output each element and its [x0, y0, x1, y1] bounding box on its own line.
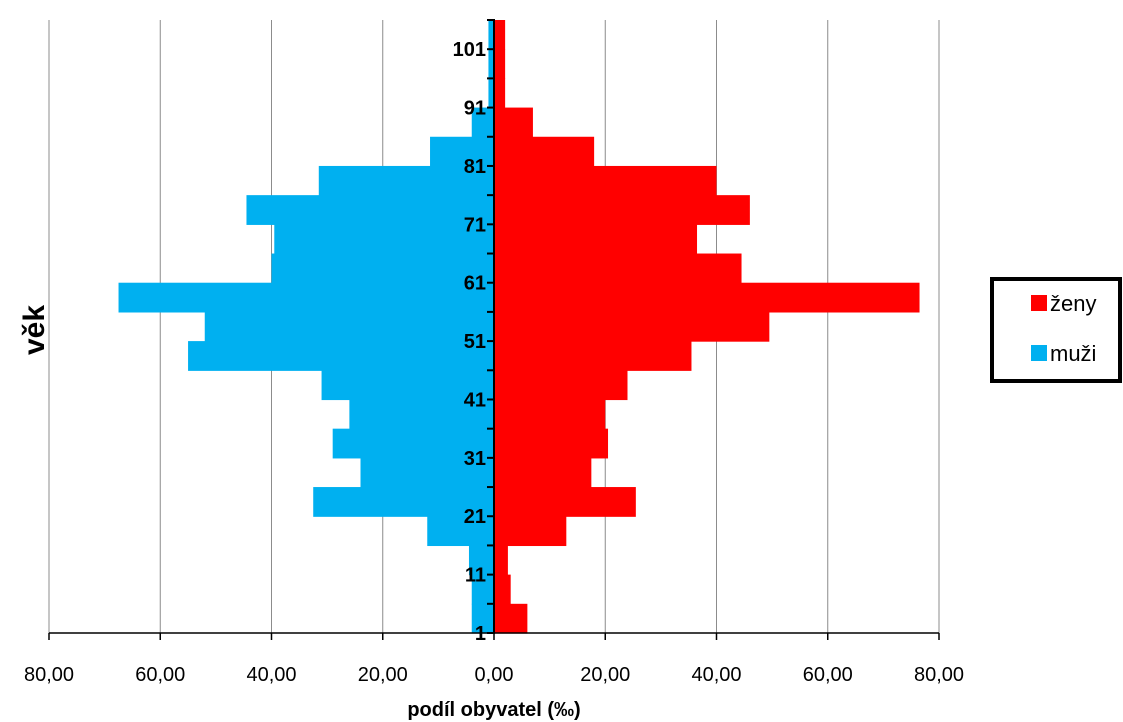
bar-zeny-101 [494, 20, 506, 50]
y-tick-label-11: 11 [465, 565, 486, 587]
y-tick-label-61: 61 [464, 273, 486, 295]
bar-muzi-76 [318, 165, 494, 196]
y-tick-label-101: 101 [453, 39, 486, 61]
bar-muzi-66 [274, 224, 494, 255]
bar-muzi-81 [430, 136, 494, 167]
bar-zeny-56 [494, 282, 920, 313]
x-axis-title: podíl obyvatel (‰) [407, 699, 580, 721]
x-tick-label-4: 0,00 [475, 664, 514, 686]
bar-zeny-11 [494, 545, 508, 576]
x-tick-label-3: 20,00 [358, 664, 408, 686]
bar-zeny-26 [494, 457, 592, 488]
x-tick-label-6: 40,00 [691, 664, 741, 686]
bar-muzi-36 [349, 399, 494, 430]
legend-label-zeny: ženy [1050, 291, 1096, 316]
bar-zeny-61 [494, 253, 742, 284]
bar-muzi-21 [313, 487, 494, 517]
legend-border [990, 277, 1122, 383]
x-tick-label-8: 80,00 [914, 664, 964, 686]
bars-group [118, 20, 920, 634]
bar-zeny-16 [494, 516, 567, 547]
bar-zeny-41 [494, 370, 628, 401]
bar-zeny-6 [494, 574, 511, 605]
y-tick-label-21: 21 [464, 506, 486, 528]
x-tick-labels: 80,00 60,00 40,00 20,00 0,00 20,00 40,00 60,00 8… [24, 664, 964, 686]
x-tick-label-0: 80,00 [24, 664, 74, 686]
bar-muzi-101 [488, 20, 494, 50]
bar-zeny-51 [494, 311, 770, 342]
bar-zeny-66 [494, 224, 698, 255]
bar-muzi-41 [321, 370, 494, 401]
y-axis-title: věk [18, 305, 51, 355]
bar-muzi-16 [427, 516, 494, 547]
y-tick-label-71: 71 [464, 214, 486, 236]
bar-zeny-71 [494, 195, 750, 225]
bar-muzi-96 [488, 49, 494, 79]
legend-swatch-zeny [1031, 295, 1047, 311]
y-tick-label-51: 51 [464, 331, 486, 353]
bar-zeny-86 [494, 107, 533, 138]
bar-zeny-81 [494, 136, 595, 167]
legend-swatch-muzi [1031, 345, 1047, 361]
bar-zeny-21 [494, 487, 636, 517]
bar-muzi-56 [118, 282, 494, 313]
bar-zeny-91 [494, 78, 506, 109]
x-tick-label-1: 60,00 [135, 664, 185, 686]
bar-muzi-51 [204, 311, 494, 342]
y-tick-label-81: 81 [464, 156, 486, 178]
bar-zeny-1 [494, 603, 528, 634]
bar-zeny-46 [494, 341, 692, 371]
x-tick-label-5: 20,00 [580, 664, 630, 686]
bar-muzi-11 [468, 545, 494, 576]
axes-group [48, 19, 940, 640]
bar-muzi-6 [471, 574, 494, 605]
bar-muzi-31 [332, 428, 494, 459]
bar-muzi-86 [471, 107, 494, 138]
y-tick-label-1: 1 [475, 623, 486, 645]
bar-zeny-36 [494, 399, 606, 430]
bar-muzi-26 [360, 457, 494, 488]
bar-zeny-96 [494, 49, 506, 79]
bar-zeny-76 [494, 165, 717, 196]
y-tick-label-91: 91 [464, 98, 486, 120]
legend: ženy muži [990, 277, 1122, 383]
bar-zeny-31 [494, 428, 609, 459]
bar-muzi-46 [188, 341, 494, 371]
bar-muzi-71 [246, 195, 494, 225]
bar-muzi-61 [271, 253, 494, 284]
y-tick-label-31: 31 [464, 448, 486, 470]
y-tick-label-41: 41 [464, 389, 486, 411]
x-tick-label-2: 40,00 [246, 664, 296, 686]
x-tick-label-7: 60,00 [803, 664, 853, 686]
bar-muzi-1 [471, 603, 494, 634]
bar-muzi-91 [488, 78, 494, 109]
legend-label-muzi: muži [1050, 341, 1096, 366]
